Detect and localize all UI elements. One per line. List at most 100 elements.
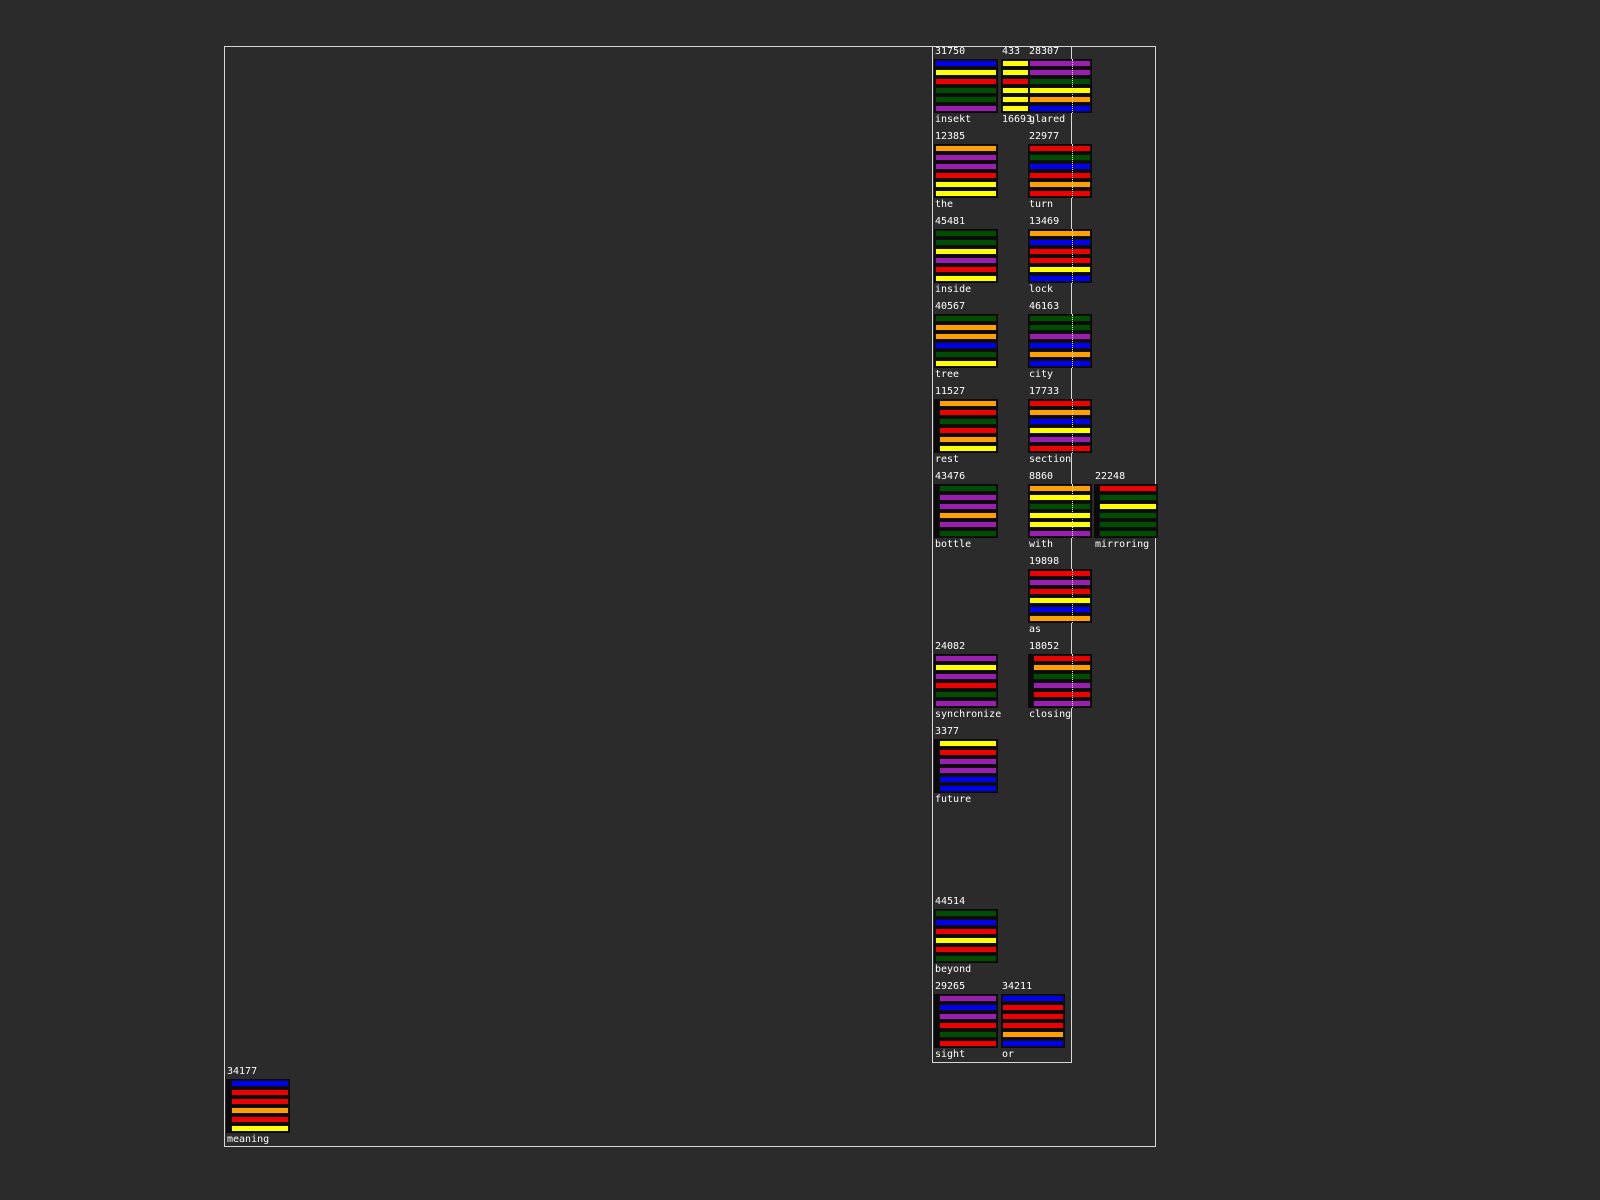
color-bar-red (935, 266, 997, 273)
color-bar-stack[interactable] (1028, 59, 1092, 113)
card-rest[interactable]: 11527 rest (934, 386, 998, 468)
color-bar-blue (935, 60, 997, 67)
color-bar-green (1029, 503, 1091, 510)
color-bar-purple (935, 700, 997, 707)
card-or[interactable]: 34211 or (1001, 981, 1065, 1063)
color-bar-blue (1029, 418, 1091, 425)
color-bar-purple (939, 503, 997, 510)
card-label: lock (1029, 284, 1054, 295)
color-bar-blue (231, 1080, 289, 1087)
color-bar-red (1029, 400, 1091, 407)
card-number: 22248 (1095, 471, 1126, 482)
card-tree[interactable]: 40567 tree (934, 301, 998, 383)
color-bar-orange (939, 436, 997, 443)
divider-line (1072, 569, 1073, 623)
color-bar-red (935, 78, 997, 85)
color-bar-yellow (1029, 266, 1091, 273)
color-bar-stack[interactable] (934, 484, 998, 538)
card-city[interactable]: 46163 city (1028, 301, 1092, 383)
card-number: 43476 (935, 471, 966, 482)
card-number: 46163 (1029, 301, 1060, 312)
color-bar-orange (939, 512, 997, 519)
color-bar-stack[interactable] (1028, 144, 1092, 198)
card-mirroring[interactable]: 22248 mirroring (1094, 471, 1158, 553)
inner-frame (932, 46, 1072, 1063)
color-bar-stack[interactable] (934, 314, 998, 368)
color-bar-stack[interactable] (226, 1079, 290, 1133)
color-bar-yellow (935, 275, 997, 282)
card-turn[interactable]: 22977 turn (1028, 131, 1092, 213)
color-bar-purple (1029, 60, 1091, 67)
card-bottle[interactable]: 43476 bottle (934, 471, 998, 553)
color-bar-stack[interactable] (934, 994, 998, 1048)
color-bar-red (1002, 1022, 1064, 1029)
color-bar-stack[interactable] (934, 654, 998, 708)
card-section[interactable]: 17733 section (1028, 386, 1092, 468)
color-bar-purple (1033, 700, 1091, 707)
card-label: future (935, 794, 972, 805)
color-bar-red (939, 749, 997, 756)
card-meaning[interactable]: 34177 meaning (226, 1066, 290, 1148)
card-beyond[interactable]: 44514 beyond (934, 896, 998, 978)
color-bar-yellow (1029, 494, 1091, 501)
color-bar-yellow (935, 664, 997, 671)
card-future[interactable]: 3377 future (934, 726, 998, 808)
color-bar-red (939, 1040, 997, 1047)
color-bar-stack[interactable] (1028, 314, 1092, 368)
color-bar-stack[interactable] (934, 909, 998, 963)
color-bar-green (1099, 512, 1157, 519)
color-bar-purple (1033, 682, 1091, 689)
card-closing[interactable]: 18052 closing (1028, 641, 1092, 723)
color-bar-stack[interactable] (1028, 654, 1092, 708)
color-bar-purple (939, 494, 997, 501)
divider-line (1072, 399, 1073, 453)
color-bar-stack[interactable] (1028, 484, 1092, 538)
card-c28307[interactable]: 28307 glared (1028, 46, 1092, 128)
color-bar-blue (1029, 105, 1091, 112)
color-bar-orange (1029, 485, 1091, 492)
color-bar-yellow (1029, 512, 1091, 519)
color-bar-stack[interactable] (934, 144, 998, 198)
color-bar-green (935, 910, 997, 917)
divider-line (1072, 654, 1073, 708)
color-bar-orange (1029, 181, 1091, 188)
card-number: 3377 (935, 726, 960, 737)
divider-line (1072, 144, 1073, 198)
color-bar-stack[interactable] (934, 59, 998, 113)
color-bar-stack[interactable] (1094, 484, 1158, 538)
card-synchronize[interactable]: 24082 synchronize (934, 641, 1001, 723)
card-the[interactable]: 12385 the (934, 131, 998, 213)
color-bar-green (939, 418, 997, 425)
card-number: 34211 (1002, 981, 1033, 992)
divider-line (1072, 484, 1073, 538)
color-bar-red (939, 409, 997, 416)
color-bar-stack[interactable] (1001, 994, 1065, 1048)
card-lock[interactable]: 13469 lock (1028, 216, 1092, 298)
color-bar-green (935, 351, 997, 358)
color-bar-stack[interactable] (1028, 569, 1092, 623)
color-bar-stack[interactable] (934, 229, 998, 283)
card-number: 12385 (935, 131, 966, 142)
color-bar-red (1002, 1004, 1064, 1011)
color-bar-stack[interactable] (1028, 399, 1092, 453)
color-bar-purple (1029, 530, 1091, 537)
card-as[interactable]: 19898 as (1028, 556, 1092, 638)
card-label: turn (1029, 199, 1054, 210)
color-bar-orange (939, 400, 997, 407)
color-bar-red (1029, 248, 1091, 255)
color-bar-blue (935, 342, 997, 349)
card-label: sight (935, 1049, 966, 1060)
color-bar-yellow (231, 1125, 289, 1132)
card-sight[interactable]: 29265 sight (934, 981, 998, 1063)
card-insekt[interactable]: 31750 insekt (934, 46, 998, 128)
color-bar-green (1099, 530, 1157, 537)
color-bar-purple (939, 767, 997, 774)
color-bar-stack[interactable] (1028, 229, 1092, 283)
color-bar-yellow (935, 69, 997, 76)
card-inside[interactable]: 45481 inside (934, 216, 998, 298)
color-bar-stack[interactable] (934, 399, 998, 453)
card-label: the (935, 199, 954, 210)
card-with[interactable]: 8860 with (1028, 471, 1092, 553)
color-bar-yellow (1099, 503, 1157, 510)
color-bar-stack[interactable] (934, 739, 998, 793)
